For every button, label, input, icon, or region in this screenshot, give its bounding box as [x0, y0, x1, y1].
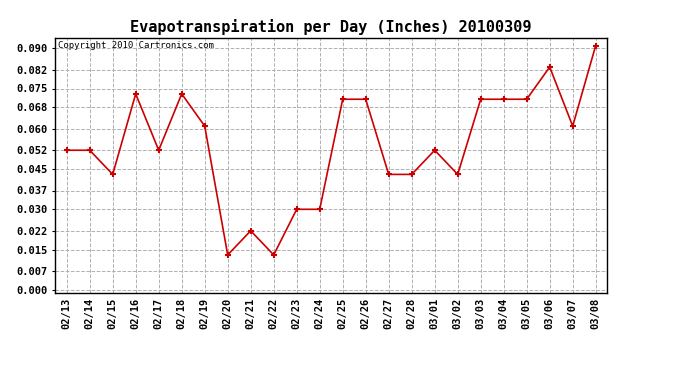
Title: Evapotranspiration per Day (Inches) 20100309: Evapotranspiration per Day (Inches) 2010… — [130, 19, 532, 35]
Text: Copyright 2010 Cartronics.com: Copyright 2010 Cartronics.com — [58, 41, 214, 50]
